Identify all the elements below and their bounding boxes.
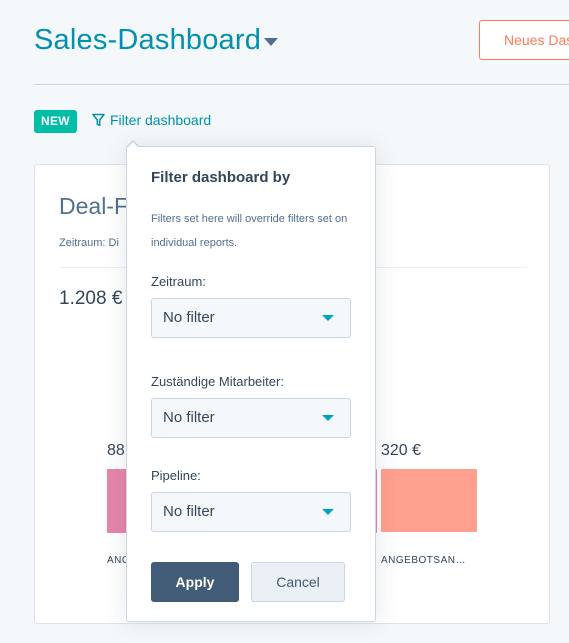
- report-title[interactable]: Deal-F: [59, 193, 129, 219]
- caret-down-icon: [322, 315, 334, 321]
- mitarbeiter-select[interactable]: No filter: [151, 398, 351, 438]
- zeitraum-select-value: No filter: [163, 309, 215, 326]
- bar-category-label: ANG: [107, 555, 131, 566]
- pipeline-label: Pipeline:: [151, 468, 201, 483]
- filter-dashboard-label: Filter dashboard: [110, 112, 212, 128]
- funnel-icon: [92, 113, 105, 127]
- popover-arrow-inner: [127, 142, 139, 148]
- cancel-button[interactable]: Cancel: [251, 562, 345, 602]
- new-dashboard-button[interactable]: Neues Das: [479, 20, 569, 60]
- chart-bar[interactable]: [381, 469, 477, 532]
- bar-value-label: 88: [107, 442, 125, 459]
- bar-value-label: 320 €: [381, 442, 422, 459]
- report-total: 1.208 €: [59, 288, 123, 309]
- filter-popover: Filter dashboard by Filters set here wil…: [126, 146, 376, 622]
- mitarbeiter-select-value: No filter: [163, 409, 215, 426]
- caret-down-icon: [322, 415, 334, 421]
- apply-button[interactable]: Apply: [151, 562, 239, 602]
- header-divider: [34, 84, 569, 85]
- mitarbeiter-label: Zuständige Mitarbeiter:: [151, 374, 284, 389]
- page-title[interactable]: Sales-Dashboard: [34, 24, 262, 56]
- caret-down-icon: [322, 509, 334, 515]
- zeitraum-label: Zeitraum:: [151, 274, 206, 289]
- filter-dashboard-link[interactable]: Filter dashboard: [92, 112, 211, 128]
- zeitraum-select[interactable]: No filter: [151, 298, 351, 338]
- report-subtitle: Zeitraum: Di: [59, 237, 119, 249]
- new-badge: NEW: [34, 110, 77, 133]
- popover-heading: Filter dashboard by: [151, 169, 291, 186]
- bar-category-label: ANGEBOTSAN…: [381, 555, 466, 566]
- popover-hint: Filters set here will override filters s…: [151, 213, 348, 249]
- chevron-down-icon[interactable]: [264, 38, 278, 46]
- pipeline-select[interactable]: No filter: [151, 492, 351, 532]
- pipeline-select-value: No filter: [163, 503, 215, 520]
